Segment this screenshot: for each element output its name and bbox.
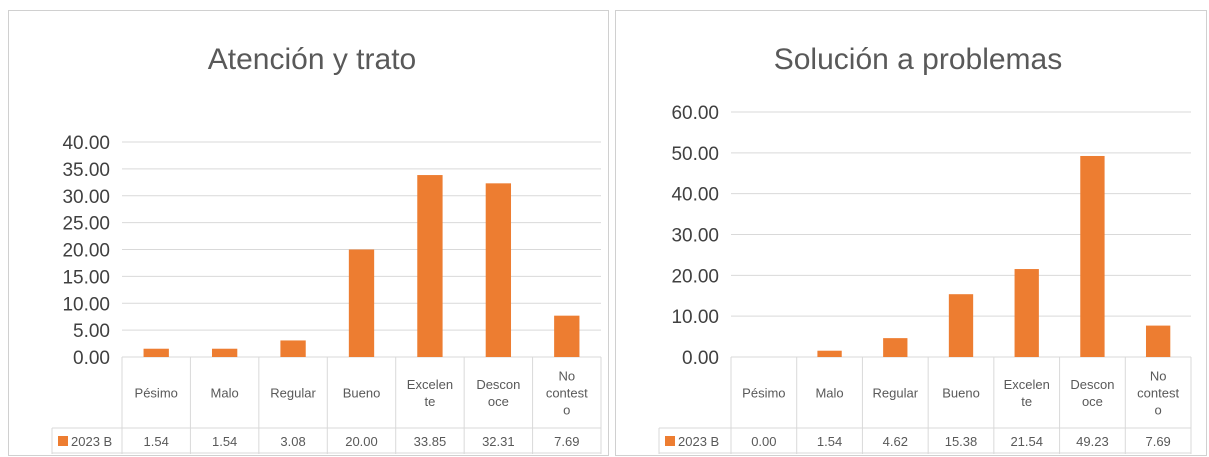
bar (1014, 269, 1039, 357)
y-tick-label: 10.00 (671, 307, 719, 328)
bar (280, 340, 306, 357)
data-table-value: 32.31 (482, 434, 515, 449)
category-label-line: No (1150, 369, 1167, 384)
category-label: Bueno (942, 386, 980, 401)
bar (817, 350, 842, 357)
category-label-line: Regular (873, 386, 919, 401)
chart-atencion-svg: Atención y trato 0.00 5.00 10.00 15.00 20.00 2… (51, 43, 602, 454)
category-label: No contest o (1137, 369, 1179, 418)
chart-title: Solución a problemas (774, 43, 1063, 76)
category-label: Descon oce (476, 377, 520, 409)
category-label: Excelen te (407, 377, 453, 409)
data-table-value: 21.54 (1010, 434, 1043, 449)
y-tick-label: 30.00 (671, 226, 719, 247)
category-label-line: Malo (815, 386, 843, 401)
legend-swatch (58, 436, 68, 446)
category-label-line: Pésimo (135, 386, 178, 401)
bar (211, 348, 238, 357)
y-tick-label: 60.00 (671, 103, 719, 124)
chart-panel-solucion: Solución a problemas 0.00 10.00 20.00 30.00 4… (615, 10, 1207, 456)
bar (1145, 325, 1171, 357)
y-tick-label: 35.00 (62, 160, 110, 181)
category-label: Regular (873, 386, 919, 401)
data-table-value: 1.54 (817, 434, 842, 449)
category-label-line: o (1155, 403, 1162, 418)
chart-solucion-svg: Solución a problemas 0.00 10.00 20.00 30.00 4… (658, 43, 1192, 454)
y-tick-label: 20.00 (62, 241, 110, 262)
bar (554, 315, 580, 357)
category-label: Pésimo (742, 386, 785, 401)
category-label-line: oce (488, 394, 509, 409)
data-table-value: 33.85 (414, 434, 447, 449)
category-label: Pésimo (135, 386, 178, 401)
category-label: Malo (211, 386, 239, 401)
category-label-line: Bueno (942, 386, 980, 401)
category-label: Descon oce (1070, 377, 1114, 409)
category-label-line: contest (1137, 386, 1179, 401)
data-table-value: 1.54 (212, 434, 237, 449)
category-label-line: Descon (476, 377, 520, 392)
data-table-value: 3.08 (280, 434, 305, 449)
bar (485, 183, 512, 357)
bar (348, 249, 375, 357)
data-table-value: 15.38 (945, 434, 978, 449)
category-label-line: oce (1082, 394, 1103, 409)
legend-label: 2023 B (71, 434, 112, 449)
category-label-line: Pésimo (742, 386, 785, 401)
category-label-line: contest (546, 386, 588, 401)
category-label-line: te (1021, 394, 1032, 409)
legend-swatch (665, 436, 675, 446)
category-label: Malo (815, 386, 843, 401)
category-label: Bueno (343, 386, 381, 401)
category-label-line: Bueno (343, 386, 381, 401)
category-label-line: Excelen (1004, 377, 1050, 392)
category-label-line: No (558, 369, 575, 384)
data-table-value: 7.69 (554, 434, 579, 449)
y-tick-label: 25.00 (62, 214, 110, 235)
data-table-value: 4.62 (883, 434, 908, 449)
chart-panel-atencion: Atención y trato 0.00 5.00 10.00 15.00 20.00 2… (8, 10, 609, 456)
bar (948, 294, 974, 357)
category-label-line: te (425, 394, 436, 409)
bar (883, 338, 908, 357)
bar (417, 175, 443, 357)
y-tick-label: 30.00 (62, 187, 110, 208)
y-tick-label: 5.00 (73, 321, 110, 342)
data-table-value: 1.54 (144, 434, 169, 449)
bar (143, 348, 169, 357)
data-table-value: 49.23 (1076, 434, 1109, 449)
y-tick-label: 40.00 (671, 185, 719, 206)
category-label-line: Regular (270, 386, 316, 401)
category-label-line: Excelen (407, 377, 453, 392)
data-table-value: 20.00 (345, 434, 378, 449)
data-table-value: 7.69 (1145, 434, 1170, 449)
category-label: Regular (270, 386, 316, 401)
category-label: Excelen te (1004, 377, 1050, 409)
data-table-value: 0.00 (751, 434, 776, 449)
category-label-line: o (563, 403, 570, 418)
category-label: No contest o (546, 369, 588, 418)
chart-title: Atención y trato (208, 43, 416, 76)
y-tick-label: 15.00 (62, 267, 110, 288)
legend-label: 2023 B (678, 434, 719, 449)
y-tick-label: 40.00 (62, 133, 110, 154)
bar (1080, 155, 1105, 357)
y-tick-label: 20.00 (671, 266, 719, 287)
y-tick-label: 0.00 (73, 348, 110, 369)
y-tick-label: 50.00 (671, 144, 719, 165)
category-label-line: Malo (211, 386, 239, 401)
category-label-line: Descon (1070, 377, 1114, 392)
y-tick-label: 0.00 (682, 348, 719, 369)
y-tick-label: 10.00 (62, 294, 110, 315)
